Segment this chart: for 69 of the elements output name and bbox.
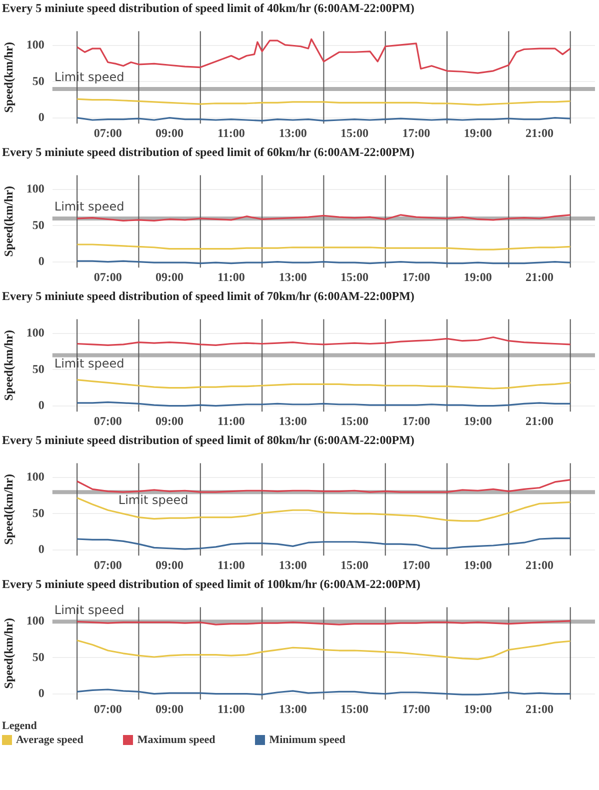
x-tick-label: 11:00 <box>218 558 245 572</box>
legend-label: Minimum speed <box>269 734 346 746</box>
x-tick-label: 11:00 <box>218 414 245 428</box>
x-tick-label: 07:00 <box>94 270 122 284</box>
x-tick-label: 09:00 <box>156 270 184 284</box>
x-tick-label: 15:00 <box>340 558 369 572</box>
x-tick-label: 17:00 <box>402 270 430 284</box>
y-tick-label: 100 <box>26 470 44 484</box>
legend-label: Average speed <box>16 734 84 746</box>
x-tick-label: 15:00 <box>340 126 369 140</box>
y-axis-title: Speed(km/hr) <box>1 186 16 257</box>
y-tick-label: 100 <box>26 182 44 196</box>
x-tick-label: 15:00 <box>340 414 369 428</box>
x-tick-label: 07:00 <box>94 702 122 716</box>
chart-title: Every 5 miniute speed distribution of speed limit of 100km/hr (6:00AM-22:00PM) <box>1 576 422 592</box>
y-tick-label: 50 <box>32 362 44 376</box>
y-tick-label: 0 <box>38 254 44 268</box>
x-tick-label: 17:00 <box>402 702 430 716</box>
chart-title: Every 5 miniute speed distribution of speed limit of 60km/hr (6:00AM-22:00PM) <box>1 144 416 160</box>
x-tick-label: 21:00 <box>526 270 554 284</box>
y-axis-title: Speed(km/hr) <box>1 42 16 113</box>
y-tick-label: 100 <box>26 38 44 52</box>
x-tick-label: 15:00 <box>340 270 369 284</box>
x-tick-label: 19:00 <box>464 702 492 716</box>
y-tick-label: 100 <box>26 614 44 628</box>
chart-title: Every 5 miniute speed distribution of speed limit of 70km/hr (6:00AM-22:00PM) <box>1 288 416 304</box>
y-tick-label: 50 <box>32 74 44 88</box>
x-tick-label: 13:00 <box>278 270 307 284</box>
legend-label: Maximum speed <box>137 734 216 746</box>
x-tick-label: 07:00 <box>94 126 122 140</box>
x-tick-label: 21:00 <box>526 414 554 428</box>
chart-title: Every 5 miniute speed distribution of speed limit of 80km/hr (6:00AM-22:00PM) <box>1 432 416 448</box>
x-tick-label: 21:00 <box>526 126 554 140</box>
x-tick-label: 17:00 <box>402 558 430 572</box>
x-tick-label: 21:00 <box>526 702 554 716</box>
chart-title: Every 5 miniute speed distribution of speed limit of 40km/hr (6:00AM-22:00PM) <box>1 0 416 16</box>
y-tick-label: 50 <box>32 506 44 520</box>
y-tick-label: 0 <box>38 110 44 124</box>
y-tick-label: 50 <box>32 218 44 232</box>
x-tick-label: 11:00 <box>218 126 245 140</box>
x-tick-label: 19:00 <box>464 270 492 284</box>
x-tick-label: 09:00 <box>156 702 184 716</box>
y-axis-title: Speed(km/hr) <box>1 474 16 545</box>
x-tick-label: 19:00 <box>464 558 492 572</box>
y-axis-title: Speed(km/hr) <box>1 330 16 401</box>
x-tick-label: 21:00 <box>526 558 554 572</box>
x-tick-label: 13:00 <box>278 558 307 572</box>
x-tick-label: 13:00 <box>278 702 307 716</box>
y-tick-label: 100 <box>26 326 44 340</box>
x-tick-label: 09:00 <box>156 414 184 428</box>
x-tick-label: 07:00 <box>94 414 122 428</box>
x-tick-label: 07:00 <box>94 558 122 572</box>
legend-title: Legend <box>2 720 38 732</box>
x-tick-label: 15:00 <box>340 702 369 716</box>
x-tick-label: 11:00 <box>218 702 245 716</box>
x-tick-label: 13:00 <box>278 126 307 140</box>
x-tick-label: 09:00 <box>156 126 184 140</box>
x-tick-label: 09:00 <box>156 558 184 572</box>
y-tick-label: 0 <box>38 686 44 700</box>
x-tick-label: 11:00 <box>218 270 245 284</box>
x-tick-label: 13:00 <box>278 414 307 428</box>
x-tick-label: 17:00 <box>402 126 430 140</box>
y-tick-label: 0 <box>38 398 44 412</box>
y-tick-label: 0 <box>38 542 44 556</box>
x-tick-label: 17:00 <box>402 414 430 428</box>
x-tick-label: 19:00 <box>464 126 492 140</box>
y-axis-title: Speed(km/hr) <box>1 618 16 689</box>
y-tick-label: 50 <box>32 650 44 664</box>
x-tick-label: 19:00 <box>464 414 492 428</box>
